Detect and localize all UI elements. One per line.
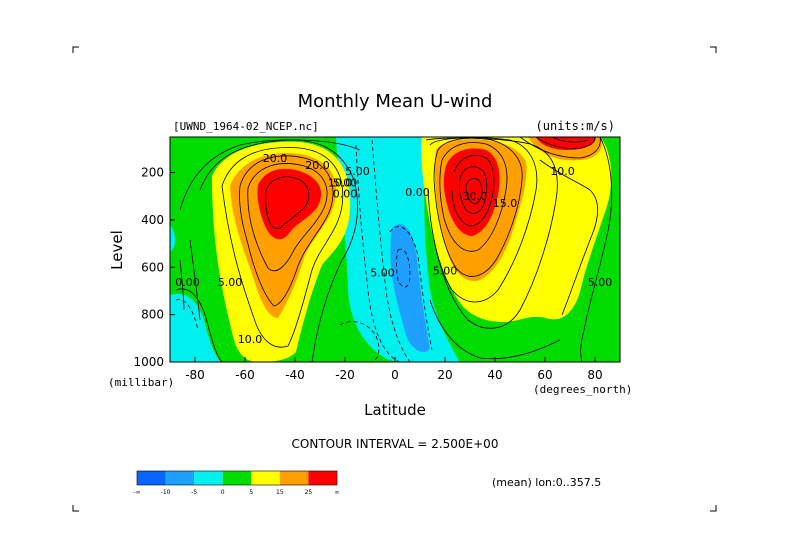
band-easterly-core	[390, 224, 430, 352]
contour-line	[199, 139, 358, 362]
contour-line	[179, 139, 361, 211]
colorbar-swatch	[222, 471, 252, 485]
x-tick-label: -40	[285, 368, 305, 382]
x-axis: -80 -60 -40 -20 0 20 40 60 80	[185, 357, 603, 382]
colorbar-tick-label: -10	[161, 489, 171, 496]
contour-line-negative	[339, 321, 380, 362]
band-over-25-south	[257, 168, 322, 240]
contour-lines	[175, 137, 613, 362]
colorbar-swatch	[165, 471, 195, 485]
crop-marks	[72, 46, 717, 512]
contour-line	[427, 137, 538, 303]
colorbar-tick-label: 15	[276, 489, 284, 496]
contour-line-negative	[175, 299, 199, 331]
y-tick-label: 200	[141, 166, 164, 180]
contour-label: 5.00	[588, 276, 613, 289]
contour-line	[451, 155, 495, 227]
contour-label: 0.00	[175, 276, 200, 289]
contour-line	[189, 239, 201, 321]
colorbar-tick-label: 25	[305, 489, 313, 496]
x-tick-label: 0	[391, 368, 399, 382]
colorbar-tick-label: 5	[249, 489, 253, 496]
contour-line	[265, 176, 310, 230]
units-label: (units:m/s)	[536, 119, 615, 133]
y-units-label: (millibar)	[108, 376, 174, 389]
x-axis-label: Latitude	[364, 401, 426, 419]
contour-line	[465, 178, 483, 205]
contour-label: 5.00	[218, 276, 243, 289]
x-tick-label: -80	[185, 368, 205, 382]
contour-line	[175, 288, 223, 362]
contour-label: 0.00	[333, 187, 358, 200]
contour-label: 15.0	[493, 197, 518, 210]
band-easterly-south-edge	[170, 225, 176, 252]
contour-line	[179, 259, 185, 311]
contour-line	[429, 299, 561, 360]
y-tick-label: 800	[141, 308, 164, 322]
x-tick-label: 60	[537, 368, 552, 382]
x-units-label: (degrees_north)	[533, 383, 632, 396]
colorbar-tick-label: 0	[221, 489, 225, 496]
contour-label-layer: 20.020.010.05.005.000.00 0.005.000.00 5.00…	[175, 152, 612, 346]
x-tick-label: 20	[437, 368, 452, 382]
contour-interval-label: CONTOUR INTERVAL = 2.500E+00	[292, 437, 499, 451]
contour-line	[535, 137, 596, 149]
y-axis: 200 400 600 800 1000	[133, 166, 175, 369]
contour-line	[519, 137, 601, 159]
x-tick-label: -60	[235, 368, 255, 382]
contour-label: 10.0	[328, 177, 353, 190]
contour-line	[425, 137, 558, 329]
dataset-label: [UWND_1964-02_NCEP.nc]	[173, 120, 319, 133]
contour-line	[239, 155, 334, 307]
average-label: (mean) lon:0..357.5	[492, 476, 601, 489]
contour-label: 20.0	[263, 152, 288, 165]
contour-label: 30.0	[463, 190, 488, 203]
contour-label: 5.00	[345, 165, 370, 178]
colorbar-frame	[136, 470, 338, 486]
contour-label: 0.00	[405, 186, 430, 199]
contour-line	[433, 137, 523, 277]
colorbar-tick-label: -∞	[133, 489, 140, 496]
contour-line	[221, 147, 344, 348]
colorbar-swatch	[251, 471, 280, 485]
x-tick-label: 40	[487, 368, 502, 382]
y-tick-label: 600	[141, 260, 164, 274]
contour-line	[580, 137, 613, 362]
y-tick-label: 1000	[133, 355, 164, 369]
contour-line	[551, 137, 589, 143]
contour-label: 10.0	[238, 333, 263, 346]
crop-mark-top-left	[72, 46, 79, 53]
contour-label: 5.00	[433, 264, 458, 277]
crop-mark-bottom-right	[710, 505, 717, 512]
contour-line-negative	[371, 139, 411, 362]
contour-line	[439, 142, 508, 252]
contour-field	[170, 137, 620, 362]
colorbar-swatch	[279, 471, 309, 485]
contour-line-negative	[396, 248, 411, 288]
colorbar-swatch	[308, 471, 337, 485]
colorbar-tick-label: ∞	[335, 489, 340, 496]
contour-line	[539, 159, 599, 316]
contour-label: 10.0	[550, 165, 575, 178]
contour-label: 5.00	[370, 267, 395, 280]
colorbar: -∞ -10 -5 0 5 15 25 ∞	[133, 470, 340, 496]
y-tick-label: 400	[141, 213, 164, 227]
crop-mark-bottom-left	[72, 505, 79, 512]
contour-line-negative	[355, 144, 401, 362]
colorbar-swatch	[194, 471, 223, 485]
x-tick-label: -20	[335, 368, 355, 382]
chart-title: Monthly Mean U-wind	[298, 91, 493, 112]
contour-label: 20.0	[305, 159, 330, 172]
y-axis-label: Level	[108, 230, 126, 270]
x-tick-label: 80	[587, 368, 602, 382]
band-over-25-north-upper	[536, 137, 596, 150]
band-easterly-south-polar	[170, 293, 222, 362]
contour-line	[247, 163, 328, 272]
crop-mark-top-right	[710, 46, 717, 53]
colorbar-swatch	[137, 471, 166, 485]
colorbar-tick-label: -5	[191, 489, 197, 496]
contour-line	[458, 166, 488, 214]
contour-label: 5.00	[333, 177, 358, 190]
